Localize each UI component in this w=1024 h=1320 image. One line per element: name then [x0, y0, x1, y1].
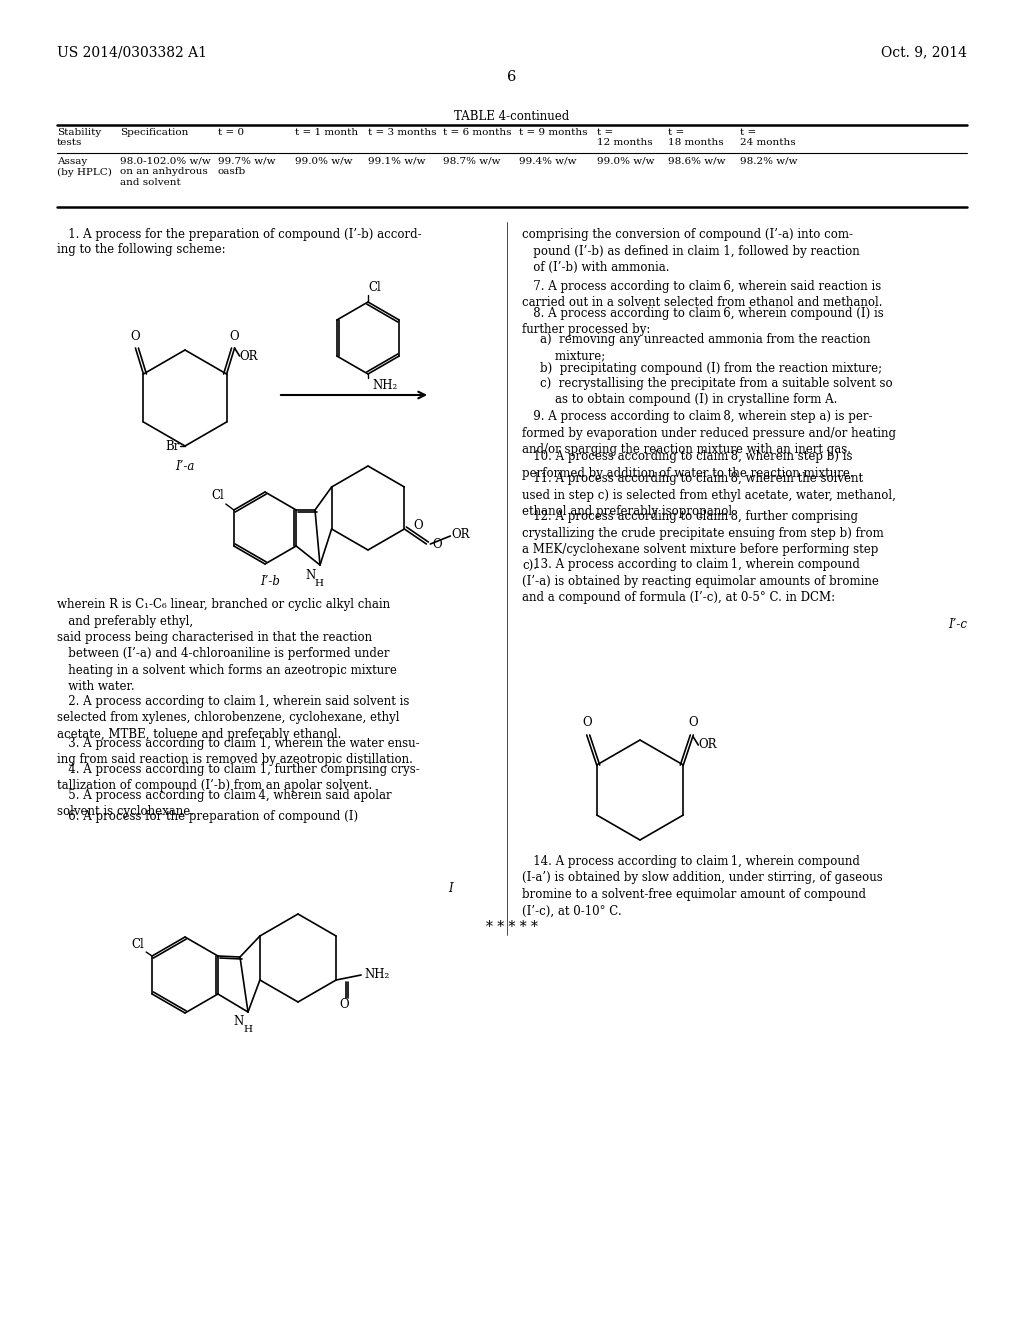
Text: NH₂: NH₂: [365, 969, 389, 982]
Text: 1. A process for the preparation of compound (I’-b) accord-
ing to the following: 1. A process for the preparation of comp…: [57, 228, 422, 256]
Text: 99.0% w/w: 99.0% w/w: [295, 157, 352, 166]
Text: t = 1 month: t = 1 month: [295, 128, 358, 137]
Text: t = 6 months: t = 6 months: [443, 128, 512, 137]
Text: 2. A process according to claim 1, wherein said solvent is
selected from xylenes: 2. A process according to claim 1, where…: [57, 696, 410, 741]
Text: OR: OR: [452, 528, 470, 540]
Text: Specification: Specification: [120, 128, 188, 137]
Text: O: O: [432, 537, 442, 550]
Text: US 2014/0303382 A1: US 2014/0303382 A1: [57, 45, 207, 59]
Text: Stability
tests: Stability tests: [57, 128, 101, 148]
Text: 7. A process according to claim 6, wherein said reaction is
carried out in a sol: 7. A process according to claim 6, where…: [522, 280, 883, 309]
Text: b)  precipitating compound (I) from the reaction mixture;: b) precipitating compound (I) from the r…: [540, 362, 882, 375]
Text: Oct. 9, 2014: Oct. 9, 2014: [881, 45, 967, 59]
Text: 13. A process according to claim 1, wherein compound
(I’-a) is obtained by react: 13. A process according to claim 1, wher…: [522, 558, 879, 605]
Text: 3. A process according to claim 1, wherein the water ensu-
ing from said reactio: 3. A process according to claim 1, where…: [57, 737, 420, 767]
Text: comprising the conversion of compound (I’-a) into com-
   pound (I’-b) as define: comprising the conversion of compound (I…: [522, 228, 860, 275]
Text: TABLE 4-continued: TABLE 4-continued: [455, 110, 569, 123]
Text: 9. A process according to claim 8, wherein step a) is per-
formed by evaporation: 9. A process according to claim 8, where…: [522, 411, 896, 455]
Text: OR: OR: [698, 738, 717, 751]
Text: Cl: Cl: [131, 939, 144, 950]
Text: Assay
(by HPLC): Assay (by HPLC): [57, 157, 112, 177]
Text: O: O: [688, 715, 698, 729]
Text: H: H: [244, 1026, 253, 1034]
Text: I’-a: I’-a: [175, 459, 195, 473]
Text: t =
24 months: t = 24 months: [740, 128, 796, 148]
Text: 99.4% w/w: 99.4% w/w: [519, 157, 577, 166]
Text: t =
18 months: t = 18 months: [668, 128, 724, 148]
Text: 98.2% w/w: 98.2% w/w: [740, 157, 798, 166]
Text: I’-c: I’-c: [948, 618, 967, 631]
Text: 99.1% w/w: 99.1% w/w: [368, 157, 426, 166]
Text: t = 9 months: t = 9 months: [519, 128, 588, 137]
Text: OR: OR: [240, 350, 258, 363]
Text: 4. A process according to claim 1, further comprising crys-
tallization of compo: 4. A process according to claim 1, furth…: [57, 763, 420, 792]
Text: O: O: [131, 330, 140, 343]
Text: 10. A process according to claim 8, wherein step b) is
performed by addition of : 10. A process according to claim 8, wher…: [522, 450, 854, 479]
Text: t =
12 months: t = 12 months: [597, 128, 652, 148]
Text: 99.7% w/w
oasfb: 99.7% w/w oasfb: [218, 157, 275, 177]
Text: H: H: [314, 579, 324, 587]
Text: 8. A process according to claim 6, wherein compound (I) is
further processed by:: 8. A process according to claim 6, where…: [522, 308, 884, 337]
Text: 11. A process according to claim 8, wherein the solvent
used in step c) is selec: 11. A process according to claim 8, wher…: [522, 473, 896, 517]
Text: N: N: [306, 569, 316, 582]
Text: NH₂: NH₂: [372, 379, 397, 392]
Text: O: O: [414, 519, 423, 532]
Text: 14. A process according to claim 1, wherein compound
(I-a’) is obtained by slow : 14. A process according to claim 1, wher…: [522, 855, 883, 917]
Text: I: I: [449, 882, 453, 895]
Text: 98.6% w/w: 98.6% w/w: [668, 157, 725, 166]
Text: a)  removing any unreacted ammonia from the reaction
    mixture;: a) removing any unreacted ammonia from t…: [540, 333, 870, 363]
Text: * * * * *: * * * * *: [486, 920, 538, 935]
Text: 98.0-102.0% w/w
on an anhydrous
and solvent: 98.0-102.0% w/w on an anhydrous and solv…: [120, 157, 211, 187]
Text: 99.0% w/w: 99.0% w/w: [597, 157, 654, 166]
Text: c)  recrystallising the precipitate from a suitable solvent so
    as to obtain : c) recrystallising the precipitate from …: [540, 378, 893, 407]
Text: O: O: [582, 715, 592, 729]
Text: N: N: [233, 1015, 244, 1028]
Text: 12. A process according to claim 8, further comprising
crystallizing the crude p: 12. A process according to claim 8, furt…: [522, 510, 884, 573]
Text: O: O: [339, 998, 349, 1011]
Text: I’-b: I’-b: [260, 576, 280, 587]
Text: Cl: Cl: [211, 488, 224, 502]
Text: Br: Br: [166, 440, 180, 453]
Text: O: O: [229, 330, 240, 343]
Text: Cl: Cl: [368, 281, 381, 294]
Text: 5. A process according to claim 4, wherein said apolar
solvent is cyclohexane.: 5. A process according to claim 4, where…: [57, 789, 391, 818]
Text: 98.7% w/w: 98.7% w/w: [443, 157, 501, 166]
Text: 6: 6: [507, 70, 517, 84]
Text: t = 0: t = 0: [218, 128, 244, 137]
Text: 6. A process for the preparation of compound (I): 6. A process for the preparation of comp…: [57, 810, 358, 822]
Text: t = 3 months: t = 3 months: [368, 128, 436, 137]
Text: wherein R is C₁-C₆ linear, branched or cyclic alkyl chain
   and preferably ethy: wherein R is C₁-C₆ linear, branched or c…: [57, 598, 397, 693]
